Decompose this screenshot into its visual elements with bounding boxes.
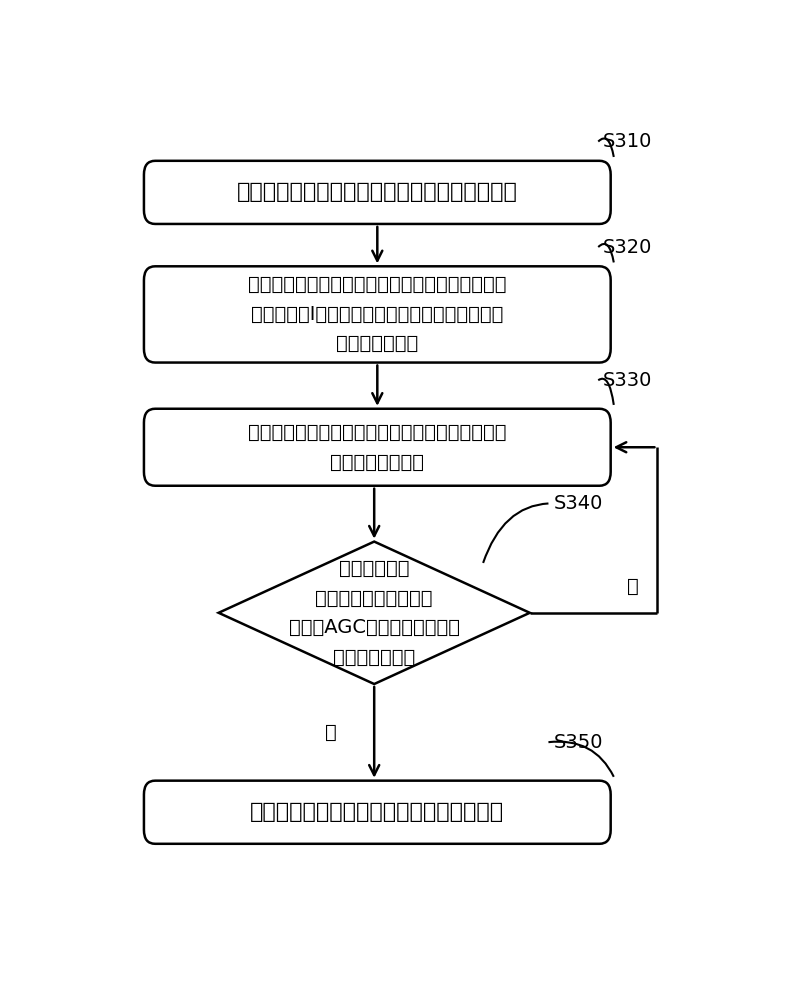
Text: 实时获取升功率风电机组中风机的当前有功功率: 实时获取升功率风电机组中风机的当前有功功率 (237, 182, 517, 202)
Text: S310: S310 (602, 132, 652, 151)
FancyBboxPatch shape (144, 409, 610, 486)
FancyBboxPatch shape (144, 781, 610, 844)
FancyBboxPatch shape (144, 266, 610, 363)
Text: 否: 否 (626, 577, 638, 596)
Text: S350: S350 (553, 733, 602, 752)
Polygon shape (218, 542, 529, 684)
FancyBboxPatch shape (144, 161, 610, 224)
Text: 是: 是 (324, 723, 336, 742)
Text: S320: S320 (602, 238, 652, 257)
Text: 维持所述风机按照所述规定的风机功率运行: 维持所述风机按照所述规定的风机功率运行 (250, 802, 504, 822)
Text: 计算当前有功功率与有功功率增量之和，作为更新
后的当前有功功率: 计算当前有功功率与有功功率增量之和，作为更新 后的当前有功功率 (248, 423, 506, 472)
Text: S340: S340 (553, 494, 602, 513)
Text: 判断更新后的
当前有功功率是否达到
风电场AGC升功率控制要求所
规定的风机功率: 判断更新后的 当前有功功率是否达到 风电场AGC升功率控制要求所 规定的风机功率 (289, 559, 459, 667)
Text: 获取风机的发电机和变流器的温度，根据预设的风
机和变流器I温度与有功功率增量对应关系设定风
机有功功率增量: 获取风机的发电机和变流器的温度，根据预设的风 机和变流器I温度与有功功率增量对应… (248, 275, 506, 353)
Text: S330: S330 (602, 371, 652, 390)
